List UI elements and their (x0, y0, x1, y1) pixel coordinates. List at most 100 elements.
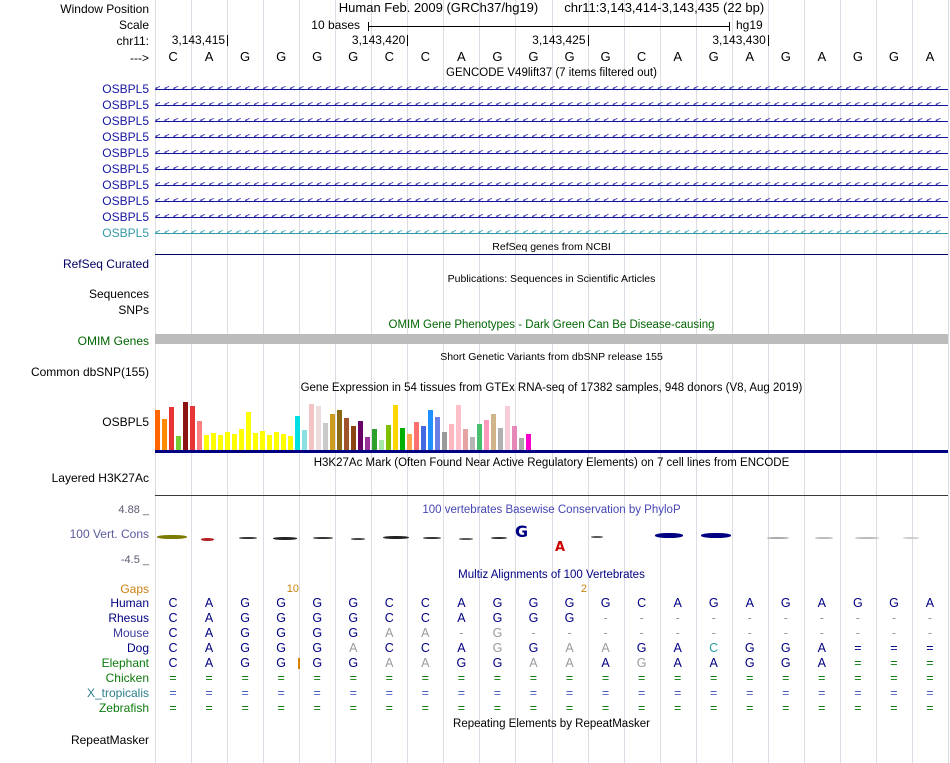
gtex-tissue-bar (365, 437, 370, 450)
grid-line (659, 0, 661, 763)
gencode-item-label[interactable]: OSBPL5 (102, 178, 149, 192)
gencode-gene-line[interactable]: <<<<<<<<<<<<<<<<<<<<<<<<<<<<<<<<<<<<<<<<… (155, 225, 948, 241)
base-letter: A (457, 49, 466, 64)
gtex-title[interactable]: Gene Expression in 54 tissues from GTEx … (300, 382, 803, 394)
gencode-item-label[interactable]: OSBPL5 (102, 82, 149, 96)
base-letter: G (528, 49, 539, 64)
alignment-row[interactable]: = = = = = = = = = = = = = = = = = = = = = = (155, 671, 948, 686)
species-label[interactable]: Chicken (105, 671, 149, 685)
alignment-base: - (855, 611, 860, 625)
dbsnp-title[interactable]: Short Genetic Variants from dbSNP releas… (440, 351, 663, 363)
alignment-base: = (890, 656, 898, 670)
species-label[interactable]: Mouse (112, 626, 149, 640)
alignment-row[interactable]: = = = = = = = = = = = = = = = = = = = = = = (155, 701, 948, 716)
grid-line (839, 0, 841, 763)
gencode-gene-line[interactable]: <<<<<<<<<<<<<<<<<<<<<<<<<<<<<<<<<<<<<<<<… (155, 113, 948, 129)
gencode-item-label[interactable]: OSBPL5 (102, 194, 149, 208)
omim-gene-bar[interactable] (155, 334, 948, 344)
gencode-title[interactable]: GENCODE V49lift37 (7 items filtered out) (446, 67, 657, 79)
alignment-base: G (780, 656, 791, 670)
alignment-base: = (493, 686, 502, 700)
publications-title[interactable]: Publications: Sequences in Scientific Ar… (447, 273, 656, 285)
gencode-item-label[interactable]: OSBPL5 (102, 146, 149, 160)
gtex-tissue-bar (260, 431, 265, 450)
alignment-row[interactable]: C A G G G A C C A G G A A G A C G G A = = = (155, 641, 948, 656)
species-label[interactable]: Rhesus (108, 611, 149, 625)
gencode-item-label[interactable]: OSBPL5 (102, 210, 149, 224)
alignment-base: - (675, 626, 680, 640)
alignment-base: G (312, 596, 323, 610)
repeatmasker-title[interactable]: Repeating Elements by RepeatMasker (453, 718, 650, 730)
gencode-gene-line[interactable]: <<<<<<<<<<<<<<<<<<<<<<<<<<<<<<<<<<<<<<<<… (155, 81, 948, 97)
species-label[interactable]: X_tropicalis (86, 686, 149, 700)
gencode-gene-line[interactable]: <<<<<<<<<<<<<<<<<<<<<<<<<<<<<<<<<<<<<<<<… (155, 209, 948, 225)
coordinate-label: 3,143,430 (712, 33, 766, 47)
grid-line (479, 0, 481, 763)
gtex-tissue-bar (344, 418, 349, 450)
gencode-item-label[interactable]: OSBPL5 (102, 130, 149, 144)
sequences-track-label[interactable]: Sequences (88, 287, 149, 301)
gtex-gene-label[interactable]: OSBPL5 (102, 415, 149, 429)
base-letter: G (600, 49, 611, 64)
gencode-gene-line[interactable]: <<<<<<<<<<<<<<<<<<<<<<<<<<<<<<<<<<<<<<<<… (155, 161, 948, 177)
phylop-track-label[interactable]: 100 Vert. Cons (69, 527, 149, 541)
h3k27ac-title[interactable]: H3K27Ac Mark (Often Found Near Active Re… (313, 457, 790, 469)
alignment-base: G (312, 656, 323, 670)
alignment-row[interactable]: = = = = = = = = = = = = = = = = = = = = = = (155, 686, 948, 701)
refseq-curated-label[interactable]: RefSeq Curated (62, 257, 149, 271)
gencode-gene-line[interactable]: <<<<<<<<<<<<<<<<<<<<<<<<<<<<<<<<<<<<<<<<… (155, 97, 948, 113)
alignment-base: - (891, 626, 897, 640)
repeatmasker-track-label[interactable]: RepeatMasker (70, 733, 149, 747)
left-arrowheads: <<<<<<<<<<<<<<<<<<<<<<<<<<<<<<<<<<<<<<<<… (155, 132, 945, 142)
alignment-base: = (601, 671, 610, 685)
snps-track-label[interactable]: SNPs (118, 303, 149, 317)
gencode-gene-line[interactable]: <<<<<<<<<<<<<<<<<<<<<<<<<<<<<<<<<<<<<<<<… (155, 193, 948, 209)
phylop-max-label: 4.88 _ (118, 504, 149, 516)
gencode-item-label[interactable]: OSBPL5 (102, 226, 149, 240)
gtex-bar-chart[interactable] (155, 397, 948, 450)
refseq-gene-line[interactable] (155, 254, 948, 255)
multiz-title[interactable]: Multiz Alignments of 100 Vertebrates (458, 569, 645, 581)
alignment-base: = (854, 671, 862, 685)
species-label[interactable]: Dog (126, 641, 149, 655)
gencode-gene-line[interactable]: <<<<<<<<<<<<<<<<<<<<<<<<<<<<<<<<<<<<<<<<… (155, 177, 948, 193)
gtex-gene-line[interactable] (155, 450, 948, 453)
gencode-item-label[interactable]: OSBPL5 (102, 162, 149, 176)
scale-value: 10 bases (311, 18, 360, 32)
alignment-base: G (276, 626, 287, 640)
alignment-base: A (601, 641, 610, 655)
alignment-base: A (204, 641, 214, 655)
alignment-base: G (240, 626, 250, 640)
gaps-track-label[interactable]: Gaps (120, 582, 149, 596)
phylop-title[interactable]: 100 vertebrates Basewise Conservation by… (422, 504, 681, 516)
h3k27ac-track-label[interactable]: Layered H3K27Ac (51, 471, 149, 485)
species-label[interactable]: Zebrafish (98, 701, 149, 715)
gtex-tissue-bar (519, 438, 524, 450)
species-label[interactable]: Human (110, 596, 149, 610)
gencode-item-label[interactable]: OSBPL5 (102, 114, 149, 128)
coordinate-ruler: 3,143,415 3,143,420 3,143,425 3,143,430 (155, 34, 948, 49)
alignment-base: = (601, 686, 610, 700)
alignment-base: = (637, 701, 646, 715)
gencode-item-label[interactable]: OSBPL5 (102, 98, 149, 112)
gencode-gene-line[interactable]: <<<<<<<<<<<<<<<<<<<<<<<<<<<<<<<<<<<<<<<<… (155, 145, 948, 161)
alignment-base: = (926, 656, 934, 670)
alignment-row[interactable]: C A G G G G A A G G A A A G A A G G A = = = (155, 656, 948, 671)
omim-title[interactable]: OMIM Gene Phenotypes - Dark Green Can Be… (388, 319, 715, 331)
species-label[interactable]: Elephant (101, 656, 149, 670)
alignment-base: = (782, 671, 790, 685)
omim-genes-label[interactable]: OMIM Genes (77, 334, 149, 348)
alignment-base: = (854, 686, 862, 700)
gencode-gene-line[interactable]: <<<<<<<<<<<<<<<<<<<<<<<<<<<<<<<<<<<<<<<<… (155, 129, 948, 145)
alignment-base: - (531, 626, 536, 640)
refseq-title[interactable]: RefSeq genes from NCBI (492, 241, 611, 253)
dbsnp-track-label[interactable]: Common dbSNP(155) (30, 365, 149, 379)
alignment-base: G (492, 611, 503, 625)
alignment-base: A (457, 641, 466, 655)
